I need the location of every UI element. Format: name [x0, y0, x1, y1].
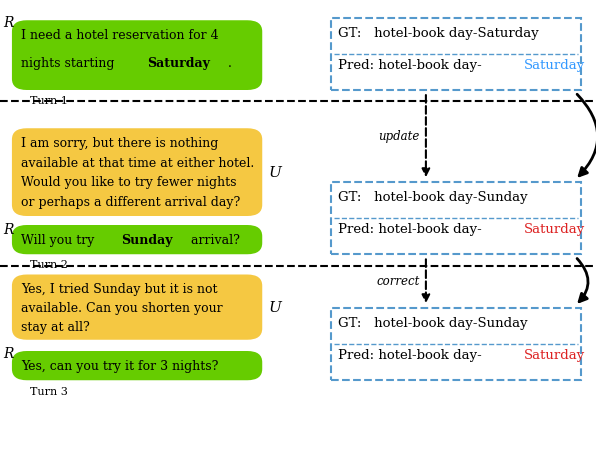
Text: Saturday: Saturday	[147, 57, 210, 70]
FancyBboxPatch shape	[12, 128, 262, 216]
Text: Turn 1: Turn 1	[30, 96, 68, 106]
Text: Pred: hotel-book day-: Pred: hotel-book day-	[338, 223, 482, 236]
Text: I need a hotel reservation for 4: I need a hotel reservation for 4	[21, 29, 219, 42]
Text: .: .	[228, 57, 232, 70]
Text: update: update	[378, 130, 420, 143]
FancyBboxPatch shape	[12, 274, 262, 340]
Text: Pred: hotel-book day-: Pred: hotel-book day-	[338, 223, 482, 236]
Text: stay at all?: stay at all?	[21, 321, 89, 334]
Text: I am sorry, but there is nothing: I am sorry, but there is nothing	[21, 137, 218, 150]
FancyBboxPatch shape	[12, 20, 262, 90]
Text: Would you like to try fewer nights: Would you like to try fewer nights	[21, 176, 237, 189]
Text: GT:   hotel-book day-Saturday: GT: hotel-book day-Saturday	[338, 27, 539, 40]
Text: U: U	[268, 166, 281, 180]
Text: U: U	[268, 301, 281, 315]
Text: or perhaps a different arrival day?: or perhaps a different arrival day?	[21, 196, 240, 209]
Text: Turn 3: Turn 3	[30, 387, 68, 397]
Text: Yes, can you try it for 3 nights?: Yes, can you try it for 3 nights?	[21, 360, 218, 373]
Text: nights starting: nights starting	[21, 57, 119, 70]
Text: Sunday: Sunday	[121, 234, 172, 247]
Text: Pred: hotel-book day-: Pred: hotel-book day-	[338, 58, 482, 72]
Text: Pred: hotel-book day-: Pred: hotel-book day-	[338, 58, 482, 72]
Text: Saturday: Saturday	[523, 58, 585, 72]
FancyBboxPatch shape	[12, 351, 262, 380]
FancyBboxPatch shape	[331, 308, 581, 380]
FancyBboxPatch shape	[331, 18, 581, 90]
Text: Pred: hotel-book day-: Pred: hotel-book day-	[338, 349, 482, 362]
Text: R: R	[3, 16, 14, 30]
Text: Yes, I tried Sunday but it is not: Yes, I tried Sunday but it is not	[21, 284, 218, 297]
Text: Saturday: Saturday	[523, 349, 585, 362]
FancyBboxPatch shape	[331, 182, 581, 254]
Text: GT:   hotel-book day-Sunday: GT: hotel-book day-Sunday	[338, 191, 527, 204]
Text: arrival?: arrival?	[187, 234, 240, 247]
Text: GT:   hotel-book day-Sunday: GT: hotel-book day-Sunday	[338, 317, 527, 330]
Text: Pred: hotel-book day-: Pred: hotel-book day-	[338, 349, 482, 362]
Text: R: R	[3, 223, 14, 237]
Text: correct: correct	[377, 275, 420, 288]
Text: R: R	[3, 346, 14, 360]
Text: Saturday: Saturday	[523, 223, 585, 236]
Text: Turn 2: Turn 2	[30, 260, 68, 270]
Text: Will you try: Will you try	[21, 234, 98, 247]
FancyBboxPatch shape	[12, 225, 262, 254]
Text: available. Can you shorten your: available. Can you shorten your	[21, 302, 222, 315]
Text: available at that time at either hotel.: available at that time at either hotel.	[21, 157, 254, 170]
